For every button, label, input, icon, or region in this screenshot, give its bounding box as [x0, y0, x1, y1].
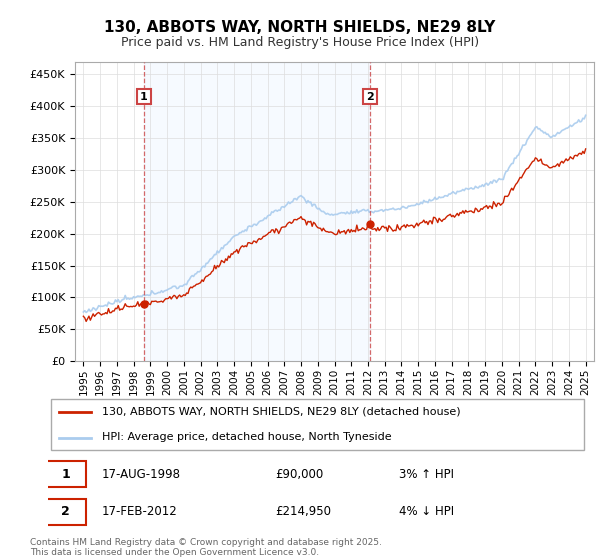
- Text: 2: 2: [366, 92, 374, 102]
- Text: Price paid vs. HM Land Registry's House Price Index (HPI): Price paid vs. HM Land Registry's House …: [121, 36, 479, 49]
- Text: 1: 1: [61, 468, 70, 481]
- Text: £90,000: £90,000: [275, 468, 323, 481]
- Bar: [144, 62, 370, 361]
- Text: 1: 1: [140, 92, 148, 102]
- FancyBboxPatch shape: [46, 498, 86, 525]
- Text: 17-AUG-1998: 17-AUG-1998: [102, 468, 181, 481]
- Text: 130, ABBOTS WAY, NORTH SHIELDS, NE29 8LY: 130, ABBOTS WAY, NORTH SHIELDS, NE29 8LY: [104, 20, 496, 35]
- FancyBboxPatch shape: [46, 461, 86, 487]
- Text: £214,950: £214,950: [275, 505, 331, 518]
- Text: HPI: Average price, detached house, North Tyneside: HPI: Average price, detached house, Nort…: [102, 432, 392, 442]
- FancyBboxPatch shape: [50, 399, 584, 450]
- Text: 4% ↓ HPI: 4% ↓ HPI: [399, 505, 454, 518]
- Text: 2: 2: [61, 505, 70, 518]
- Text: 3% ↑ HPI: 3% ↑ HPI: [399, 468, 454, 481]
- Text: 17-FEB-2012: 17-FEB-2012: [102, 505, 178, 518]
- Text: Contains HM Land Registry data © Crown copyright and database right 2025.
This d: Contains HM Land Registry data © Crown c…: [30, 538, 382, 557]
- Text: 130, ABBOTS WAY, NORTH SHIELDS, NE29 8LY (detached house): 130, ABBOTS WAY, NORTH SHIELDS, NE29 8LY…: [102, 407, 461, 417]
